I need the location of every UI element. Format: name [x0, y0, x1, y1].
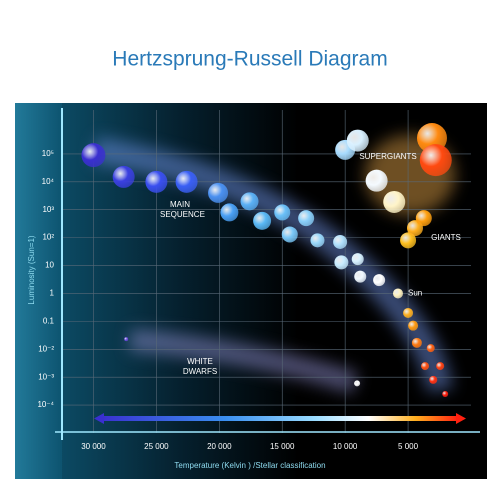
x-tick-label: 25 000: [144, 442, 169, 451]
star: [124, 337, 129, 342]
star: [220, 203, 239, 222]
star: [408, 320, 419, 331]
x-tick-label: 30 000: [81, 442, 106, 451]
y-tick-label: 0.1: [43, 316, 55, 325]
star: [354, 380, 361, 387]
y-tick-label: 10⁵: [42, 149, 54, 158]
y-tick-label: 10⁴: [42, 177, 55, 186]
y-tick-label: 1: [50, 289, 55, 298]
y-tick-label: 10²: [42, 233, 54, 242]
star: [175, 170, 198, 193]
star: [365, 169, 388, 192]
star: [426, 344, 435, 353]
star: [411, 337, 422, 348]
star: [400, 232, 417, 249]
star: [442, 390, 449, 397]
star: [415, 210, 432, 227]
star: [429, 375, 438, 384]
star: [373, 274, 386, 287]
y-axis-label: Luminosity (Sun=1): [27, 235, 36, 304]
star: [436, 362, 445, 371]
star: [383, 190, 406, 213]
star: [310, 233, 325, 248]
star: [421, 362, 430, 371]
star: [145, 170, 168, 193]
x-tick-label: 10 000: [333, 442, 358, 451]
star: [298, 210, 315, 227]
x-tick-label: 5 000: [398, 442, 419, 451]
x-axis-label: Temperature (Kelvin ) /Stellar classific…: [174, 461, 325, 470]
star: [354, 270, 367, 283]
star: [274, 204, 291, 221]
region-label: MAIN SEQUENCE: [160, 200, 205, 219]
star: [351, 253, 364, 266]
star: [112, 165, 135, 188]
y-tick-label: 10: [45, 261, 54, 270]
arrow-right: [456, 413, 466, 424]
star: [403, 307, 414, 318]
star: [393, 288, 404, 299]
star: [253, 211, 272, 230]
star: [240, 192, 259, 211]
star: [334, 255, 349, 270]
region-label: WHITE DWARFS: [182, 357, 218, 376]
x-tick-label: 20 000: [207, 442, 232, 451]
chart-title: Hertzsprung-Russell Diagram: [112, 48, 387, 71]
y-tick-label: 10³: [42, 205, 54, 214]
region-label: SUPERGIANTS: [359, 152, 417, 161]
star: [419, 144, 452, 177]
star: [346, 129, 369, 152]
star: [208, 182, 229, 203]
y-tick-label: 10⁻²: [38, 344, 54, 353]
annotation: Sun: [408, 289, 422, 298]
arrow-left: [94, 413, 104, 424]
y-tick-label: 10⁻³: [38, 372, 54, 381]
star: [281, 226, 298, 243]
region-label: GIANTS: [431, 233, 461, 242]
x-tick-label: 15 000: [270, 442, 295, 451]
y-tick-label: 10⁻⁴: [37, 400, 54, 409]
star: [333, 234, 348, 249]
axis-strip: [15, 103, 62, 479]
temperature-bar: [100, 416, 458, 421]
star: [81, 143, 106, 168]
